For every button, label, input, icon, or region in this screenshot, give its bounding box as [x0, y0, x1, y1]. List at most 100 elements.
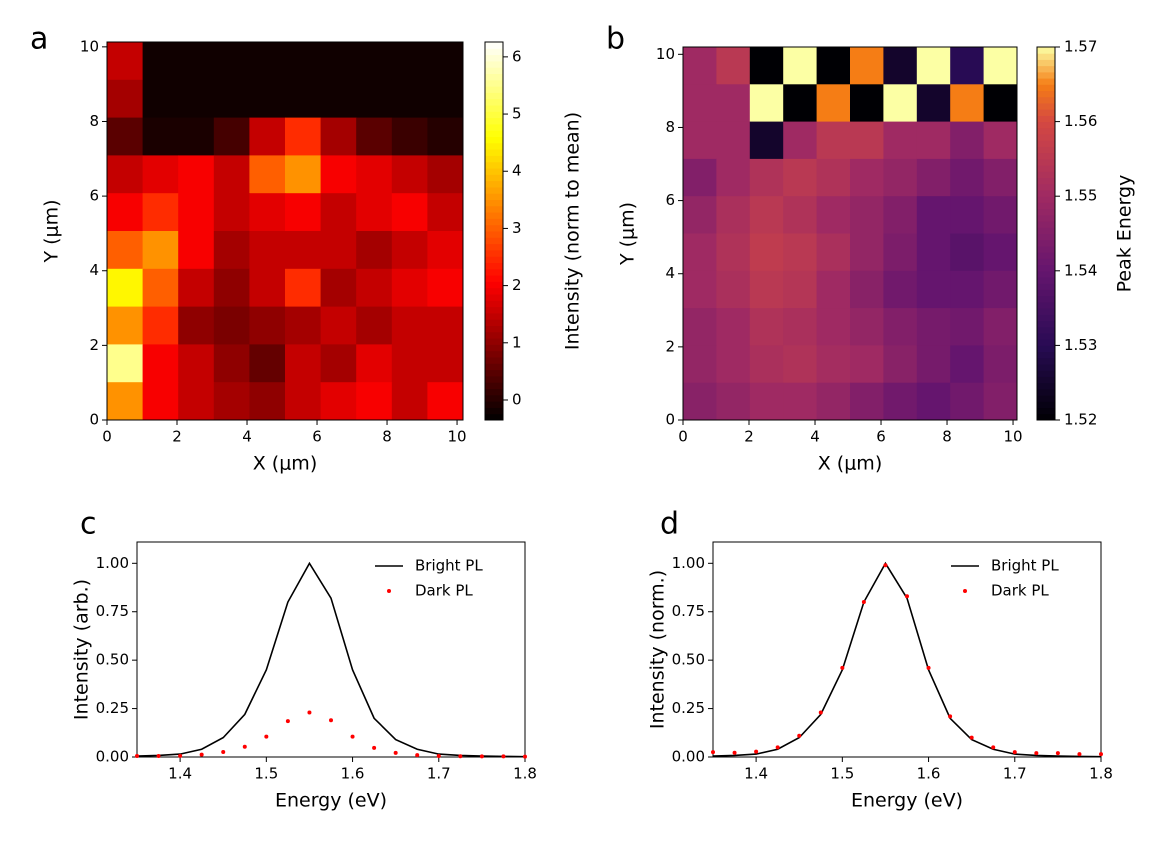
- colorbar-segment: [1037, 96, 1055, 104]
- colorbar-tick-label: 1.52: [1064, 411, 1097, 429]
- x-tick-label: 2: [744, 428, 754, 446]
- heatmap-cell: [749, 270, 784, 309]
- heatmap-cell: [850, 233, 884, 272]
- x-tick-label: 8: [942, 428, 952, 446]
- y-tick-label: 10: [656, 45, 675, 63]
- colorbar-tick-label: 1.53: [1064, 336, 1097, 354]
- heatmap-cell: [816, 345, 851, 384]
- heatmap-cell: [285, 193, 322, 232]
- heatmap-cell: [816, 196, 851, 234]
- heatmap-cell: [356, 155, 393, 194]
- heatmap-cell: [427, 231, 464, 270]
- heatmap-cell: [320, 117, 357, 156]
- heatmap-cell: [356, 231, 393, 270]
- heatmap-cell: [983, 270, 1018, 309]
- colorbar-segment: [1037, 370, 1055, 377]
- heatmap-cell: [783, 270, 818, 309]
- colorbar-segment: [1037, 65, 1055, 73]
- heatmap-cell: [427, 155, 464, 194]
- heatmap-cell: [950, 233, 985, 272]
- colorbar-segment: [1037, 357, 1055, 365]
- colorbar-segment: [485, 142, 503, 150]
- colorbar-segment: [485, 186, 503, 194]
- heatmap-cell: [249, 42, 286, 81]
- heatmap-cell: [107, 42, 144, 81]
- heatmap-cell: [213, 268, 250, 308]
- y-tick-label: 2: [89, 336, 99, 354]
- heatmap-cell: [142, 382, 179, 421]
- colorbar-segment: [1037, 171, 1055, 179]
- heatmap-cell: [850, 158, 884, 197]
- heatmap-cell: [749, 308, 784, 346]
- heatmap-cell: [285, 382, 322, 421]
- colorbar-segment: [485, 382, 503, 389]
- heatmap-cell: [883, 47, 918, 85]
- y-axis-label: Y (μm): [617, 202, 639, 266]
- data-point: [840, 665, 845, 670]
- heatmap-cell: [391, 344, 428, 383]
- heatmap-cell: [427, 382, 464, 421]
- heatmap-cell: [716, 382, 751, 421]
- colorbar-segment: [1037, 258, 1055, 266]
- heatmap-cell: [142, 193, 179, 232]
- heatmap-cell: [916, 84, 951, 123]
- heatmap-cell: [950, 121, 985, 160]
- colorbar-segment: [485, 319, 503, 326]
- colorbar-segment: [1037, 277, 1055, 284]
- colorbar-segment: [485, 287, 503, 295]
- data-point: [307, 710, 312, 715]
- heatmap-cell: [916, 233, 951, 272]
- heatmap-cell: [850, 308, 884, 346]
- y-axis-label: Y (μm): [41, 199, 63, 263]
- heatmap-cell: [142, 306, 179, 345]
- colorbar-segment: [1037, 47, 1055, 54]
- data-point: [1077, 752, 1082, 757]
- panel: 0 2 4 6 8 10 0 2 4 6 8 10 X (μm) Y (μm) b 1.52 1.53 1.54 1…: [606, 22, 1136, 475]
- heatmap-cell: [816, 158, 851, 197]
- colorbar-segment: [1037, 289, 1055, 297]
- y-tick-label: 0: [665, 411, 675, 429]
- colorbar-segment: [1037, 146, 1055, 154]
- data-point: [775, 745, 780, 750]
- colorbar-segment: [1037, 326, 1055, 334]
- heatmap-cell: [391, 268, 428, 308]
- heatmap-cell: [950, 84, 985, 123]
- x-axis-label: Energy (eV): [851, 790, 963, 812]
- x-tick-label: 8: [382, 428, 392, 446]
- heatmap-cell: [142, 79, 179, 119]
- heatmap-cell: [749, 84, 784, 123]
- heatmap-cell: [749, 47, 784, 85]
- heatmap-cell: [107, 231, 144, 270]
- heatmap-cell: [816, 270, 851, 309]
- heatmap-cell: [916, 345, 951, 384]
- colorbar-segment: [485, 168, 503, 175]
- colorbar-segment: [1037, 308, 1055, 315]
- colorbar-segment: [1037, 109, 1055, 116]
- data-point: [1034, 751, 1039, 756]
- heatmap-cell: [285, 117, 322, 156]
- data-point: [818, 710, 823, 715]
- x-tick-label: 4: [242, 428, 252, 446]
- colorbar-segment: [485, 231, 503, 238]
- y-tick-label: 0.75: [96, 602, 129, 620]
- colorbar-segment: [485, 312, 503, 320]
- colorbar-segment: [485, 111, 503, 119]
- heatmap-cell: [850, 382, 884, 421]
- colorbar-segment: [485, 117, 503, 125]
- heatmap-cell: [883, 196, 918, 234]
- colorbar-segment: [485, 394, 503, 402]
- colorbar-label: Peak Energy: [1114, 175, 1136, 293]
- data-point: [754, 749, 759, 754]
- colorbar-segment: [1037, 295, 1055, 303]
- data-point: [178, 753, 183, 758]
- heatmap-cell: [320, 42, 357, 81]
- colorbar-segment: [485, 243, 503, 251]
- heatmap-cell: [883, 270, 918, 309]
- data-point: [969, 735, 974, 740]
- heatmap-cell: [356, 79, 393, 119]
- colorbar-segment: [485, 79, 503, 87]
- heatmap-cell: [320, 382, 357, 421]
- y-tick-label: 1.00: [672, 554, 705, 572]
- heatmap-cell: [783, 158, 818, 197]
- heatmap-cell: [916, 47, 951, 85]
